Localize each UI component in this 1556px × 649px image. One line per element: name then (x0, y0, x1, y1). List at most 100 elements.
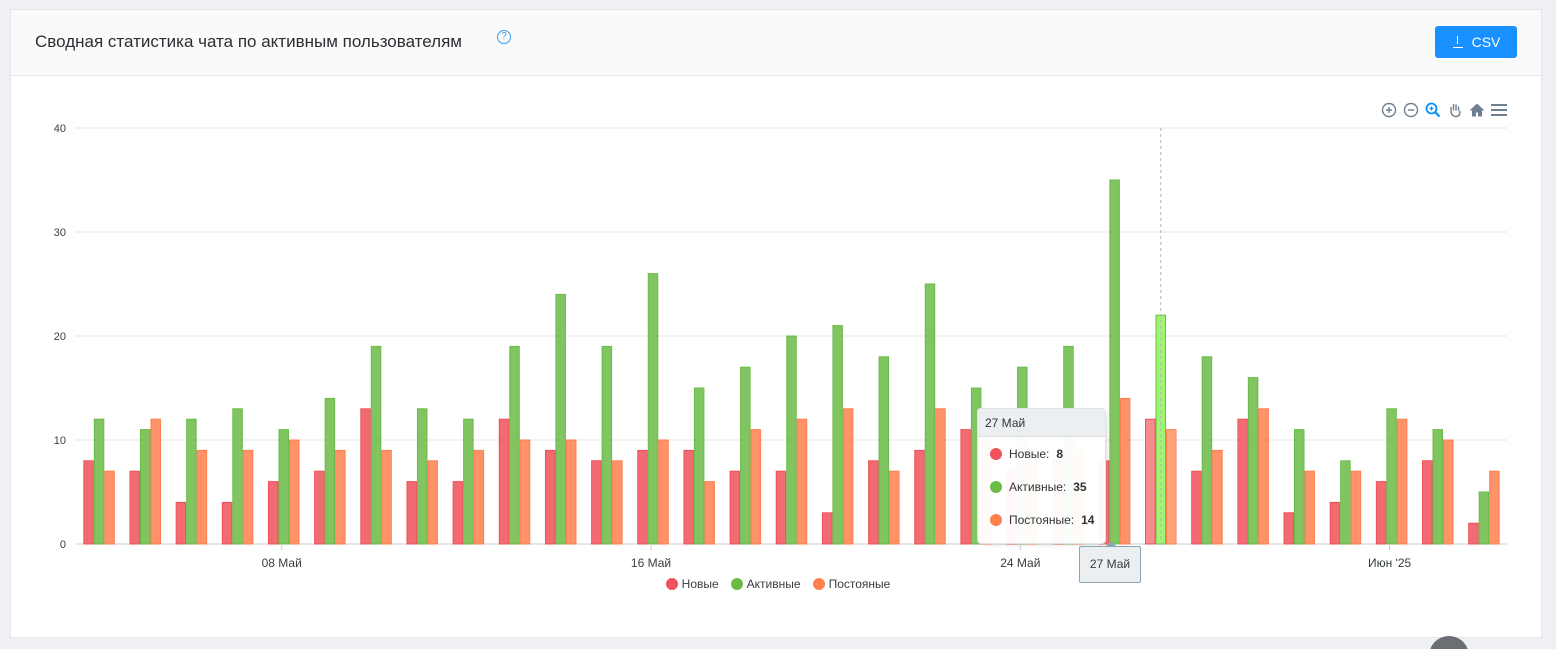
tooltip-label: Постояные: (1009, 512, 1075, 527)
bar (565, 439, 577, 545)
bar (924, 283, 936, 545)
bar (1109, 179, 1120, 545)
bar (658, 439, 669, 545)
bar (139, 429, 151, 545)
x-tick-label: 16 Май (631, 556, 671, 570)
selection-zoom-icon[interactable] (1424, 101, 1442, 119)
bar (221, 501, 233, 545)
bar (186, 418, 197, 545)
bar (83, 460, 94, 545)
csv-export-button[interactable]: CSV (1435, 26, 1517, 58)
legend-item-active[interactable]: Активные (730, 577, 801, 591)
bar (93, 418, 105, 545)
tooltip-value: 8 (1056, 446, 1064, 461)
hover-tooltip: 27 Май Новые: 8 Активные: 35 Постояные: … (977, 408, 1106, 544)
legend-marker (812, 578, 825, 590)
bar (498, 418, 510, 545)
bar (544, 449, 556, 545)
menu-icon[interactable] (1490, 101, 1508, 119)
tooltip-marker (990, 480, 1002, 493)
bar (1468, 522, 1479, 545)
scroll-to-top-button[interactable] (1429, 636, 1469, 649)
tooltip-label: Активные: (1009, 479, 1067, 494)
bar (1489, 470, 1500, 545)
tooltip-row: Активные: 35 (978, 470, 1105, 503)
bar (288, 439, 300, 545)
tooltip-value: 14 (1081, 512, 1095, 527)
bar (555, 293, 566, 545)
bar (381, 449, 392, 545)
legend-label: Постояные (828, 577, 891, 591)
bar (683, 449, 694, 545)
tooltip-title: 27 Май (978, 409, 1105, 437)
bar (242, 449, 254, 545)
bar (693, 387, 705, 545)
bar (1247, 377, 1259, 545)
tooltip-label: Новые: (1009, 446, 1050, 461)
bar (1443, 439, 1454, 545)
bar (1166, 429, 1177, 545)
tooltip-row: Новые: 8 (978, 437, 1105, 470)
reset-home-icon[interactable] (1468, 101, 1486, 119)
bar (427, 460, 438, 545)
bar (314, 470, 325, 545)
x-tick-label: Июн '25 (1368, 556, 1412, 570)
bar (360, 408, 371, 545)
bar (335, 449, 346, 545)
bar (786, 335, 797, 545)
bar (1294, 429, 1305, 545)
bar (1119, 397, 1131, 545)
bar (960, 429, 971, 545)
legend-item-new[interactable]: Новые (665, 577, 719, 591)
y-tick-label: 40 (54, 123, 66, 135)
legend-item-regular[interactable]: Постояные (812, 577, 891, 591)
bar (914, 449, 925, 545)
bar (1422, 460, 1433, 545)
bar (601, 345, 613, 545)
bar (878, 356, 890, 545)
chart-toolbar (1380, 101, 1508, 119)
bar (370, 345, 382, 545)
bar (868, 460, 879, 545)
question-circle-icon[interactable]: ? (497, 30, 511, 44)
bar (175, 501, 187, 545)
bar (509, 345, 520, 545)
bar (1201, 356, 1213, 545)
bar (1212, 449, 1223, 545)
bar (729, 470, 741, 545)
bar (1432, 429, 1444, 545)
bar (1145, 418, 1156, 545)
bar (1237, 418, 1248, 545)
zoom-in-icon[interactable] (1380, 101, 1398, 119)
bar (704, 481, 715, 545)
y-tick-label: 10 (54, 435, 66, 447)
download-icon (1452, 36, 1464, 48)
bar (1396, 418, 1408, 545)
bar (104, 470, 115, 545)
bar (889, 470, 900, 545)
bar (1283, 512, 1295, 545)
bar (1258, 408, 1269, 545)
bar (129, 470, 140, 545)
bar (232, 408, 243, 545)
y-tick-label: 20 (54, 331, 66, 343)
tooltip-marker (990, 447, 1002, 460)
bar (1304, 470, 1316, 545)
bar (612, 460, 623, 545)
bar (796, 418, 808, 545)
bar (842, 408, 854, 545)
bar (463, 418, 474, 545)
pan-hand-icon[interactable] (1446, 101, 1464, 119)
zoom-out-icon[interactable] (1402, 101, 1420, 119)
bar (267, 481, 279, 545)
bar (1191, 470, 1202, 545)
bar (150, 418, 161, 545)
bar (1386, 408, 1397, 545)
bar (519, 439, 531, 545)
bar (473, 449, 485, 545)
bar (1478, 491, 1490, 545)
bar (196, 449, 208, 545)
tooltip-value: 35 (1073, 479, 1087, 494)
bar (647, 273, 659, 545)
